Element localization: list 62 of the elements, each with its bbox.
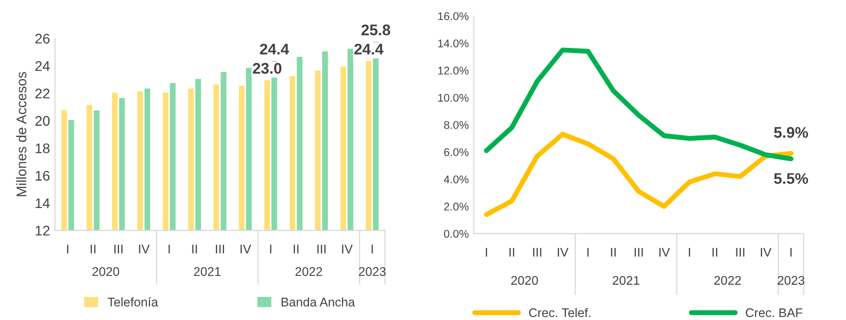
x-tick-label: III [736,248,744,257]
y-tick-label: 26 [35,34,50,44]
y-tick-label: 14.0% [438,39,469,48]
y-tick-label: 8.0% [444,121,469,129]
text: 2023 [778,276,804,285]
y-tick-label: 12.0% [438,66,469,75]
y-tick-label: 18 [36,143,50,154]
data-label: 5.9% [774,127,808,138]
y-tick-label: 14 [36,198,50,208]
x-tick-label: III [114,244,122,254]
x-tick-label: II [712,248,718,257]
text: 2022 [714,276,741,285]
y-tick-label: 22 [35,88,50,98]
x-tick-label: IV [558,248,568,257]
y-tick-label: 16 [36,170,50,181]
y-tick-label: 12 [36,226,50,236]
text: 2022 [296,267,322,276]
legend-label: Telefonía [108,297,158,307]
text: 2023 [358,267,386,276]
text: 2021 [612,276,640,285]
x-tick-label: I [790,248,792,257]
legend-label: Banda Ancha [282,297,356,307]
x-tick-label: II [510,248,514,257]
x-tick-label: II [611,248,616,257]
x-tick-label: I [372,244,373,254]
y-tick-label: 16.0% [438,12,469,20]
data-label: 24.4 [354,44,384,54]
text: 2021 [194,267,221,276]
y-tick-label: 0.0% [444,230,469,238]
y-axis-title: Millones de Accesos [16,72,26,196]
x-tick-label: I [486,248,488,257]
x-tick-label: III [216,244,224,254]
data-label: 24.4 [260,44,290,54]
x-tick-label: III [317,244,326,254]
y-tick-label: 6.0% [444,148,469,156]
x-tick-label: I [270,244,272,254]
x-tick-label: IV [240,244,252,254]
y-tick-label: 24 [35,61,50,71]
x-tick-label: II [90,244,96,254]
data-label: 25.8 [361,24,390,36]
y-tick-label: 4.0% [444,175,469,184]
x-tick-label: I [67,244,68,254]
x-tick-label: II [192,244,197,254]
text: 2020 [92,267,120,276]
y-tick-label: 2.0% [444,202,469,211]
y-tick-label: 20 [35,116,50,126]
x-tick-label: II [294,244,298,254]
x-tick-label: I [168,244,170,254]
y-tick-label: 10.0% [438,94,469,102]
legend-label: Crec. BAF [746,308,802,318]
x-tick-label: IV [760,248,772,257]
x-tick-label: IV [342,244,353,254]
data-label: 5.5% [774,173,808,184]
data-label: 23.0 [252,62,282,74]
x-tick-label: IV [659,248,670,257]
x-tick-label: III [533,248,542,257]
x-tick-label: III [634,248,643,257]
x-tick-label: I [688,248,690,257]
x-tick-label: I [587,248,589,257]
x-tick-label: IV [139,244,150,254]
legend-label: Crec. Telef. [529,308,590,318]
text: 2020 [511,276,538,285]
